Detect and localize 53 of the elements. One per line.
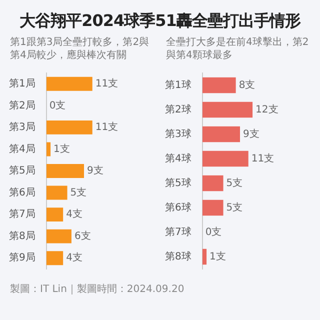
- bar: [46, 120, 92, 134]
- bar: [46, 229, 72, 244]
- bar: [202, 126, 240, 142]
- y-tick-label: 第6球: [164, 201, 192, 214]
- text: 製圖：IT Lin｜製圖時間：2024.09.20: [9, 282, 186, 296]
- data-label: 12支: [256, 103, 278, 116]
- bar: [202, 248, 207, 265]
- y-tick-label: 第1局: [8, 77, 36, 90]
- bar: [46, 76, 92, 91]
- y-tick-label: 第3局: [8, 121, 36, 134]
- y-tick-label: 第4局: [8, 142, 36, 155]
- data-label: 4支: [66, 208, 82, 220]
- data-label: 5支: [70, 186, 87, 198]
- y-tick-label: 第2局: [8, 99, 36, 112]
- data-label: 4支: [66, 252, 82, 264]
- bar: [202, 175, 224, 192]
- bar: [202, 102, 253, 118]
- y-tick-label: 第9局: [8, 252, 36, 264]
- data-label: 11支: [251, 152, 274, 164]
- bar: [46, 251, 64, 266]
- y-tick-label: 第5局: [8, 164, 36, 177]
- bar: [202, 77, 236, 94]
- data-label: 5支: [226, 176, 243, 189]
- y-tick-label: 第8局: [8, 230, 36, 242]
- y-tick-label: 第4球: [164, 152, 192, 164]
- data-label: 9支: [87, 164, 104, 177]
- bar: [46, 208, 64, 222]
- bar: [46, 186, 68, 200]
- data-label: 5支: [226, 201, 243, 214]
- data-label: 9支: [243, 128, 260, 140]
- data-label: 11支: [95, 77, 118, 90]
- y-tick-label: 第8球: [164, 250, 192, 262]
- data-label: 8支: [238, 78, 256, 91]
- bar: [46, 142, 51, 156]
- y-tick-label: 第6局: [8, 186, 36, 198]
- data-label: 6支: [74, 230, 91, 242]
- data-label: 0支: [49, 99, 66, 112]
- text: 大谷翔平2024球季51轟全壘打出手情形: [18, 10, 302, 32]
- data-label: 1支: [210, 250, 226, 262]
- y-tick-label: 第5球: [164, 176, 192, 189]
- bar: [202, 200, 224, 216]
- y-tick-label: 第3球: [164, 128, 192, 140]
- data-label: 0支: [205, 226, 222, 238]
- y-tick-label: 第2球: [164, 103, 192, 116]
- y-tick-label: 第7局: [8, 208, 36, 220]
- y-tick-label: 第7球: [164, 226, 192, 238]
- y-tick-label: 第1球: [164, 78, 192, 91]
- bar: [46, 164, 84, 178]
- chart-subtitle: 全壘打大多是在前4球擊出，第2與第4顆球最多: [165, 36, 310, 63]
- data-label: 1支: [54, 142, 70, 155]
- data-label: 11支: [95, 121, 118, 134]
- bar: [202, 150, 248, 167]
- chart-subtitle: 第1跟第3局全壘打較多，第2與第4局較少，應與棒次有關: [9, 36, 150, 63]
